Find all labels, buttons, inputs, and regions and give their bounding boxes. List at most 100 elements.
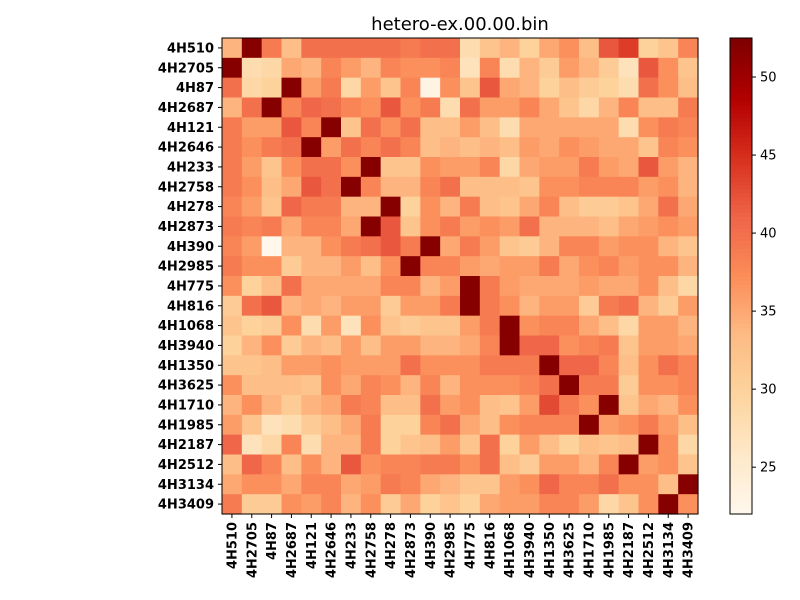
heatmap-cell [499,355,521,376]
colorbar-segment [730,494,752,499]
heatmap-cell [241,315,263,337]
heatmap-cell [658,494,679,515]
heatmap-cell [658,474,679,495]
heatmap-cell [440,176,461,198]
heatmap-cell [579,216,600,237]
heatmap-cell [281,454,302,475]
heatmap-cell [440,256,461,277]
heatmap-cell [519,216,540,237]
heatmap-cell [460,77,481,99]
heatmap-cell [499,474,521,495]
x-tick-label: 4H2646 [325,522,340,578]
heatmap-cell [341,157,362,178]
heatmap-cell [579,454,600,475]
heatmap-cell [380,117,402,138]
x-tick-label: 4H3940 [523,522,538,578]
heatmap-cell [241,474,263,495]
heatmap-cell [638,335,659,356]
heatmap-cell [678,276,699,297]
heatmap-cell [559,474,580,495]
heatmap-cell [579,434,600,456]
heatmap-cell [618,216,640,237]
heatmap-cell [261,315,283,337]
heatmap-cell [638,474,659,495]
colorbar-segment [730,97,752,103]
heatmap-cell [301,57,322,79]
heatmap-cell [321,315,342,337]
colorbar-segment [730,276,752,281]
heatmap-cell [301,256,322,277]
colorbar-segment [730,133,752,138]
x-tick-label: 4H390 [424,522,439,569]
heatmap-cell [420,77,441,99]
x-tick-label: 4H2985 [444,522,459,578]
heatmap-cell [519,57,540,79]
colorbar-segment [730,232,752,237]
heatmap-cell [321,454,342,475]
heatmap-cell [479,295,501,317]
heatmap-cell [440,276,461,297]
heatmap-cell [241,414,263,436]
heatmap-cell [658,454,679,475]
heatmap-cell [479,157,501,178]
heatmap-cell [460,38,481,59]
heatmap-cell [261,454,283,475]
heatmap-cell [420,176,441,198]
colorbar-segment [730,153,752,158]
heatmap-cell [281,434,302,456]
heatmap-cell [579,414,600,436]
heatmap-cell [281,375,302,396]
y-tick-label: 4H2687 [158,101,214,116]
colorbar-segment [730,61,752,67]
heatmap-cell [658,77,679,99]
colorbar-segment [730,264,752,269]
heatmap-cell [519,117,540,138]
heatmap-cell [261,375,283,396]
colorbar-segment [730,256,752,261]
heatmap-cell [539,414,560,436]
heatmap-cell [222,38,243,59]
y-tick-label: 4H278 [167,200,214,215]
heatmap-cell [598,395,620,416]
heatmap-cell [638,315,659,337]
heatmap-cell [380,216,402,237]
heatmap-cell [678,236,699,257]
colorbar-segment [730,168,752,174]
heatmap-cell [519,236,540,257]
heatmap-cell [222,57,243,79]
x-tick-label: 4H1985 [602,522,617,578]
colorbar-segment [730,101,752,107]
heatmap-cell [321,474,342,495]
heatmap-cell [579,355,600,376]
colorbar-segment [730,355,752,360]
heatmap-cell [519,355,540,376]
heatmap-cell [658,236,679,257]
x-tick-label: 4H121 [305,522,320,569]
heatmap-cell [400,375,421,396]
heatmap-frame [221,37,699,515]
heatmap-cell [341,375,362,396]
heatmap-cell [618,395,640,416]
heatmap-cell [360,295,382,317]
heatmap-cell [598,137,620,158]
heatmap-cell [479,474,501,495]
heatmap-cell [400,117,421,138]
heatmap-cell [341,256,362,277]
heatmap-cell [261,57,283,79]
heatmap-cell [440,474,461,495]
heatmap-cell [519,395,540,416]
heatmap-cell [222,414,243,436]
heatmap-cell [380,414,402,436]
heatmap-cell [618,196,640,218]
heatmap-cells [221,37,699,515]
heatmap-cell [360,434,382,456]
heatmap-cell [222,137,243,158]
colorbar-segment [730,327,752,333]
heatmap-cell [519,295,540,317]
colorbar-tick-label: 40 [760,227,777,242]
heatmap-cell [539,335,560,356]
heatmap-cell [519,335,540,356]
heatmap-cell [241,97,263,118]
heatmap-cell [380,395,402,416]
heatmap-cell [321,38,342,59]
